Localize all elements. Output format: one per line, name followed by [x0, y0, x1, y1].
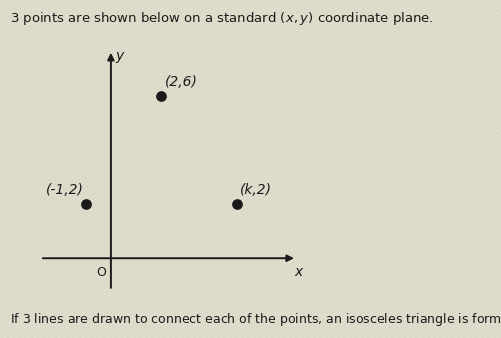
Text: 3 points are shown below on a standard $(x, y)$ coordinate plane.: 3 points are shown below on a standard $…: [10, 10, 434, 27]
Point: [157, 93, 165, 99]
Text: x: x: [294, 265, 302, 279]
Point: [82, 201, 90, 207]
Text: If 3 lines are drawn to connect each of the points, an isosceles triangle is for: If 3 lines are drawn to connect each of …: [10, 311, 501, 328]
Text: y: y: [115, 49, 124, 63]
Text: (2,6): (2,6): [164, 75, 197, 89]
Point: [233, 201, 241, 207]
Text: (-1,2): (-1,2): [47, 184, 84, 197]
Text: (k,2): (k,2): [240, 184, 273, 197]
Text: O: O: [97, 266, 106, 279]
